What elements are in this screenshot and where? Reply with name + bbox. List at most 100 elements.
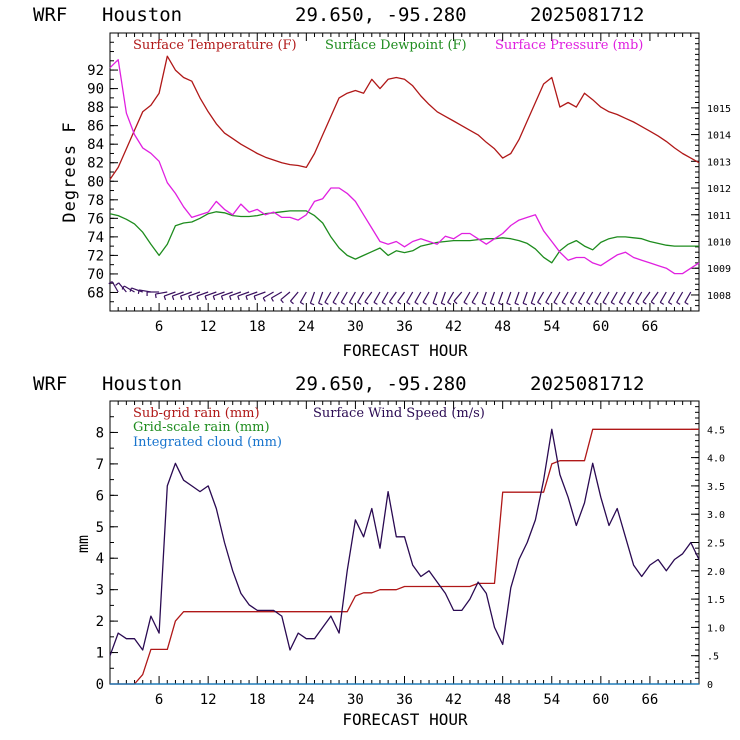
wind-barb (348, 291, 356, 305)
y2-tick-label: 1010 (707, 238, 731, 249)
legend-integrated-cloud: Integrated cloud (mm) (133, 435, 282, 450)
wind-barb (332, 291, 340, 305)
wind-barb (545, 291, 553, 305)
legend-surface-pressure: Surface Pressure (mb) (495, 38, 643, 53)
x-tick-label: 54 (543, 319, 560, 335)
precipitation-y-tick-labels: 0 1 2 3 4 5 6 7 8 (96, 425, 104, 693)
wind-barb (163, 291, 176, 301)
precipitation-axis-ticks (110, 400, 699, 685)
x-tick-label: 42 (445, 319, 462, 335)
y-tick-label: 78 (87, 193, 104, 209)
y2-tick-label: 3.0 (707, 510, 725, 521)
wind-barb (667, 291, 675, 305)
wind-barb (432, 291, 438, 306)
y-tick-label: 0 (96, 677, 104, 693)
y2-tick-label: 1009 (707, 264, 731, 275)
legend-wind-speed: Surface Wind Speed (m/s) (313, 406, 485, 421)
wind-barb (537, 291, 545, 305)
wind-barb (497, 291, 504, 306)
wind-barb (586, 291, 594, 305)
y-tick-label: 5 (96, 520, 104, 536)
wind-barb (397, 291, 405, 305)
x-tick-label: 36 (396, 692, 413, 708)
y-tick-label: 3 (96, 583, 104, 599)
wind-barb (171, 291, 184, 301)
wind-barbs (108, 281, 692, 306)
header2-model: WRF (33, 373, 67, 395)
wind-barb (253, 291, 266, 301)
y2-tick-label: 1.0 (707, 623, 725, 634)
temperature-y-axis-title: Degrees F (60, 121, 80, 222)
series-surface-temperature-f-line (109, 55, 700, 180)
precipitation-series (109, 428, 700, 685)
wind-barb (262, 291, 274, 302)
x-tick-label: 30 (347, 692, 364, 708)
header-run-time: 2025081712 (530, 4, 644, 26)
y2-tick-label: 1014 (707, 131, 731, 142)
x-tick-label: 6 (155, 319, 163, 335)
wind-barb (179, 291, 193, 301)
pressure-y-tick-labels: 1008 1009 1010 1011 1012 1013 1014 1015 (707, 104, 731, 302)
wind-barb (121, 285, 135, 293)
x-tick-label: 30 (347, 319, 364, 335)
x-tick-label: 6 (155, 692, 163, 708)
wind-barb (318, 291, 324, 306)
x-tick-label: 66 (641, 692, 658, 708)
wind-barb (406, 291, 414, 305)
x-tick-label: 24 (298, 319, 315, 335)
wind-barb (635, 291, 643, 305)
header-location: Houston (102, 4, 182, 26)
y2-tick-label: 4.5 (707, 425, 725, 436)
wind-barb (108, 281, 119, 293)
precipitation-y-axis-title: mm (74, 535, 92, 553)
y2-tick-label: 1.5 (707, 595, 725, 606)
wind-barb (146, 291, 160, 296)
wind-barb (414, 291, 422, 305)
wind-barb (676, 291, 684, 305)
header-coordinates: 29.650, -95.280 (295, 4, 467, 26)
wind-barb (299, 291, 307, 305)
wind-barb (270, 291, 283, 302)
x-tick-label: 18 (249, 692, 266, 708)
wind-barb (229, 291, 242, 301)
wind-barb (154, 291, 168, 299)
wind-barb (357, 291, 365, 305)
x-tick-label: 60 (592, 319, 609, 335)
temperature-plot-frame (109, 32, 700, 312)
y-tick-label: 74 (87, 230, 104, 246)
wind-barb (650, 291, 659, 305)
header-model: WRF (33, 4, 67, 26)
temperature-x-tick-labels: 6 12 18 24 30 36 42 48 54 60 66 (155, 319, 658, 335)
x-tick-label: 18 (249, 319, 266, 335)
wind-barb (373, 291, 381, 305)
wind-barb (618, 291, 626, 305)
temperature-y-tick-labels: 68 70 72 74 76 78 80 82 84 86 88 90 92 (87, 63, 104, 301)
x-tick-label: 42 (445, 692, 462, 708)
x-tick-label: 36 (396, 319, 413, 335)
wind-barb (530, 291, 536, 306)
y2-tick-label: 1012 (707, 184, 731, 195)
y-tick-label: 4 (96, 551, 104, 567)
y-tick-label: 1 (96, 646, 104, 662)
wind-barb (129, 287, 143, 293)
wind-barb (289, 291, 299, 305)
wind-barb (481, 291, 487, 306)
y-tick-label: 8 (96, 425, 104, 441)
wind-barb (659, 291, 667, 305)
wind-barb (569, 291, 577, 305)
wind-barb (364, 291, 373, 305)
precipitation-x-axis-title: FORECAST HOUR (342, 710, 468, 729)
legend-subgrid-rain: Sub-grid rain (mm) (133, 406, 260, 421)
y-tick-label: 7 (96, 457, 104, 473)
y-tick-label: 2 (96, 614, 104, 630)
wind-barb (506, 291, 512, 306)
y2-tick-label: 3.5 (707, 482, 725, 493)
wind-barb (514, 291, 520, 306)
header2-coordinates: 29.650, -95.280 (295, 373, 467, 395)
temperature-panel: 6 12 18 24 30 36 42 48 54 60 66 68 70 72 74 76 78 80 82 84… (60, 32, 731, 360)
series-surface-wind-speed-m-s-line (109, 428, 700, 656)
y2-tick-label: 1015 (707, 104, 731, 115)
wind-barb (642, 291, 651, 305)
